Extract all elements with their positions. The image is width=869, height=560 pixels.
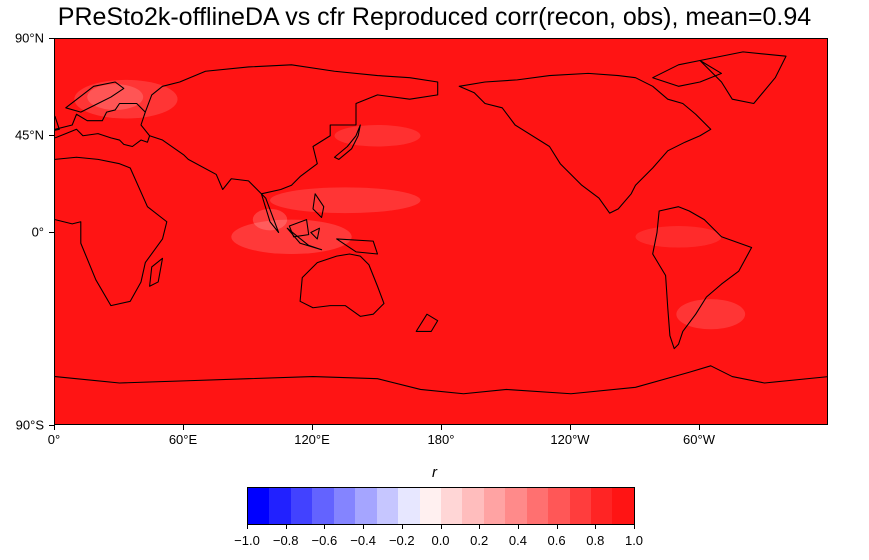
colorbar-tick-mark bbox=[634, 525, 635, 529]
colorbar-segment bbox=[505, 488, 527, 524]
colorbar-segment bbox=[548, 488, 570, 524]
colorbar-segment bbox=[462, 488, 484, 524]
colorbar-tick-label: −0.6 bbox=[311, 533, 338, 548]
lat-tick-label: 0° bbox=[31, 224, 44, 239]
colorbar-tick-label: 0.0 bbox=[431, 533, 450, 548]
colorbar-tick-label: −0.2 bbox=[388, 533, 415, 548]
lat-tick-label: 90°S bbox=[15, 417, 44, 433]
map-background bbox=[55, 39, 827, 424]
colorbar-tick-mark bbox=[556, 525, 558, 529]
colorbar-tick-label: 1.0 bbox=[624, 533, 644, 548]
map-panel bbox=[54, 38, 828, 425]
colorbar-segment bbox=[376, 488, 399, 524]
lat-tick-label: 45°N bbox=[14, 127, 44, 143]
colorbar-segment bbox=[248, 488, 270, 524]
colorbar-segment bbox=[290, 488, 313, 524]
lat-tick-label: 90°N bbox=[14, 30, 44, 46]
lat-tick-mark bbox=[49, 38, 54, 39]
colorbar-tick-label: −0.4 bbox=[350, 533, 376, 548]
colorbar-tick-label: −1.0 bbox=[234, 533, 260, 548]
colorbar-segment bbox=[569, 488, 591, 524]
colorbar-tick-mark bbox=[363, 525, 365, 529]
colorbar-segment bbox=[312, 488, 334, 524]
correlation-map bbox=[55, 39, 827, 424]
lon-tick-label: 180° bbox=[427, 432, 455, 447]
lon-tick-mark bbox=[54, 425, 55, 430]
colorbar-tick-label: −0.8 bbox=[272, 533, 299, 548]
colorbar-tick-mark bbox=[517, 525, 519, 529]
lat-tick-mark bbox=[49, 231, 54, 233]
colorbar bbox=[247, 487, 635, 525]
colorbar-label: r bbox=[432, 464, 437, 481]
lat-tick-mark bbox=[49, 134, 54, 136]
colorbar-segment bbox=[612, 488, 634, 524]
colorbar-tick-label: 0.8 bbox=[586, 533, 605, 548]
lon-tick-label: 0° bbox=[47, 432, 61, 447]
colorbar-tick-label: 0.4 bbox=[508, 533, 527, 548]
colorbar-segment bbox=[269, 488, 291, 524]
colorbar-tick-mark bbox=[285, 525, 287, 529]
colorbar-segment bbox=[355, 488, 377, 524]
lon-tick-label: 60°W bbox=[683, 432, 715, 447]
lon-tick-mark bbox=[570, 425, 571, 430]
colorbar-tick-mark bbox=[247, 525, 248, 529]
lon-tick-label: 120°W bbox=[550, 432, 590, 447]
lon-tick-mark bbox=[312, 425, 313, 430]
coastlines bbox=[55, 51, 827, 395]
chart-title: PReSto2k-offlineDA vs cfr Reproduced cor… bbox=[57, 3, 812, 31]
lon-tick-label: 120°E bbox=[294, 432, 330, 447]
lon-tick-label: 60°E bbox=[168, 432, 198, 447]
colorbar-segment bbox=[526, 488, 549, 524]
colorbar-tick-mark bbox=[440, 525, 442, 529]
colorbar-segment bbox=[591, 488, 613, 524]
colorbar-segment bbox=[398, 488, 420, 524]
colorbar-tick-label: 0.2 bbox=[470, 533, 489, 548]
colorbar-segment bbox=[419, 488, 441, 524]
colorbar-segment bbox=[440, 488, 463, 524]
lon-tick-mark bbox=[699, 425, 700, 430]
colorbar-tick-mark bbox=[401, 525, 403, 529]
colorbar-segment bbox=[333, 488, 356, 524]
lon-tick-mark bbox=[441, 425, 442, 430]
colorbar-tick-mark bbox=[595, 525, 597, 529]
colorbar-tick-label: 0.6 bbox=[547, 533, 566, 548]
lon-tick-mark bbox=[183, 425, 184, 430]
colorbar-tick-mark bbox=[479, 525, 481, 529]
colorbar-tick-mark bbox=[324, 525, 326, 529]
lat-tick-mark bbox=[49, 425, 54, 426]
colorbar-segment bbox=[483, 488, 506, 524]
